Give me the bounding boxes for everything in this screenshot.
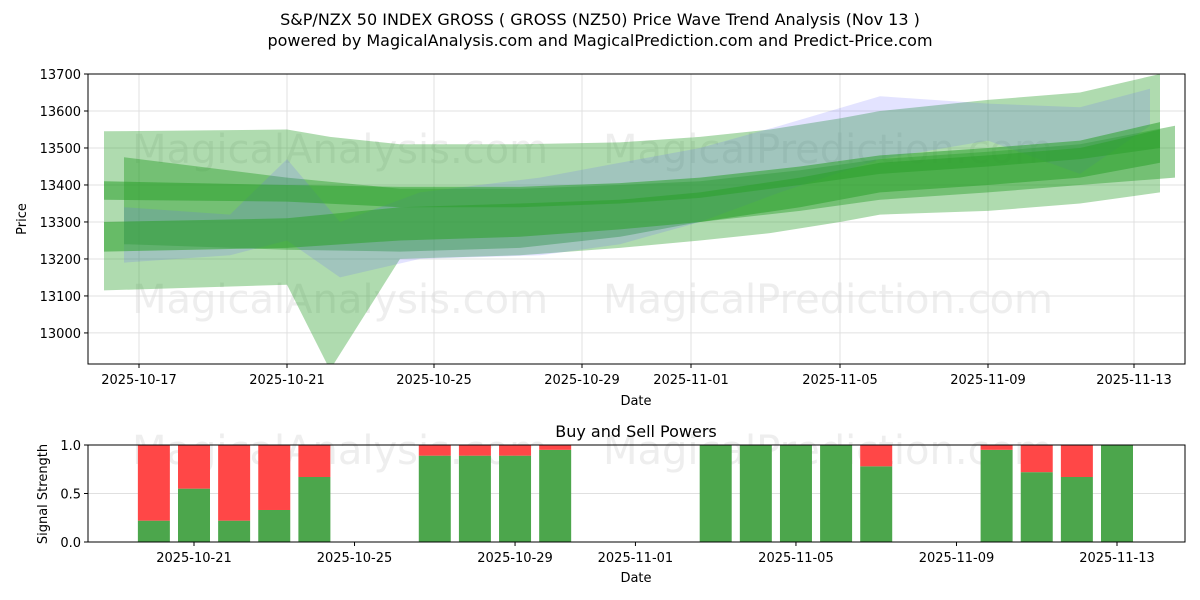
svg-text:0.5: 0.5: [60, 488, 81, 503]
svg-text:2025-10-29: 2025-10-29: [544, 373, 620, 388]
svg-text:2025-10-21: 2025-10-21: [156, 551, 232, 566]
buy-bar: [820, 445, 853, 542]
svg-text:2025-10-17: 2025-10-17: [101, 373, 177, 388]
chart-subtitle: powered by MagicalAnalysis.com and Magic…: [267, 31, 933, 50]
signal-bar: [539, 445, 572, 542]
svg-text:MagicalAnalysis.com: MagicalAnalysis.com: [132, 127, 548, 173]
sell-bar: [178, 445, 210, 489]
signal-bar: [137, 445, 170, 542]
buy-bar: [499, 455, 532, 542]
sell-bar: [218, 445, 251, 521]
watermark: MagicalAnalysis.com MagicalPrediction.com…: [132, 127, 1053, 323]
signal-bar: [820, 445, 853, 542]
buy-bar: [137, 520, 170, 542]
svg-text:13000: 13000: [40, 327, 81, 342]
svg-text:2025-11-13: 2025-11-13: [1079, 551, 1155, 566]
buy-bar: [1020, 472, 1053, 542]
svg-text:2025-10-21: 2025-10-21: [249, 373, 325, 388]
buy-bar: [980, 449, 1013, 542]
chart-title: S&P/NZX 50 INDEX GROSS ( GROSS (NZ50) Pr…: [280, 10, 920, 29]
signal-bar: [699, 445, 732, 542]
svg-text:2025-10-25: 2025-10-25: [396, 373, 472, 388]
signal-bars: [137, 445, 1133, 542]
buy-bar: [298, 477, 331, 542]
sell-bar: [298, 445, 331, 478]
svg-text:0.0: 0.0: [60, 536, 81, 551]
sell-bar: [539, 445, 572, 450]
signal-bar: [1101, 445, 1133, 542]
sell-bar: [1020, 445, 1053, 473]
svg-text:MagicalAnalysis.com: MagicalAnalysis.com: [132, 277, 548, 323]
svg-text:MagicalPrediction.com: MagicalPrediction.com: [603, 277, 1053, 323]
sell-bar: [499, 445, 532, 456]
buy-bar: [258, 509, 291, 542]
svg-text:13300: 13300: [40, 216, 81, 231]
signal-x-label: Date: [620, 571, 651, 586]
wave-bands: [104, 74, 1175, 364]
svg-text:2025-11-05: 2025-11-05: [802, 373, 878, 388]
svg-text:13500: 13500: [40, 142, 81, 157]
svg-text:2025-11-01: 2025-11-01: [598, 551, 674, 566]
svg-text:2025-11-13: 2025-11-13: [1096, 373, 1172, 388]
price-x-axis: 2025-10-17 2025-10-21 2025-10-25 2025-10-29…: [101, 364, 1172, 409]
svg-text:13400: 13400: [40, 179, 81, 194]
buy-bar: [739, 445, 772, 542]
signal-bar: [218, 445, 251, 542]
svg-text:2025-11-05: 2025-11-05: [758, 551, 834, 566]
signal-bar: [980, 445, 1013, 542]
svg-text:1.0: 1.0: [60, 439, 81, 454]
sell-bar: [418, 445, 451, 456]
svg-text:2025-10-25: 2025-10-25: [317, 551, 393, 566]
sell-bar: [137, 445, 170, 521]
svg-text:13100: 13100: [40, 290, 81, 305]
buy-bar: [458, 455, 491, 542]
signal-y-label: Signal Strength: [36, 444, 51, 544]
signal-bar: [418, 445, 451, 542]
buy-bar: [699, 445, 732, 542]
signal-bar: [779, 445, 812, 542]
price-axes-frame: [87, 73, 1186, 365]
signal-bar: [739, 445, 772, 542]
sell-bar: [860, 445, 893, 467]
price-y-axis: 13000 13100 13200 13300 13400 13500 13600 13700…: [15, 68, 88, 342]
signal-bar: [458, 445, 491, 542]
buy-bar: [1101, 445, 1133, 542]
svg-text:13700: 13700: [40, 68, 81, 83]
signal-bar: [499, 445, 532, 542]
signal-bar: [1060, 445, 1093, 542]
buy-bar: [1060, 477, 1093, 542]
buy-sell-chart: MagicalAnalysis.comMagicalPrediction.com…: [36, 422, 1186, 586]
signal-chart-title: Buy and Sell Powers: [555, 422, 717, 441]
svg-text:2025-10-29: 2025-10-29: [477, 551, 553, 566]
svg-text:2025-11-01: 2025-11-01: [653, 373, 729, 388]
signal-bar: [1020, 445, 1053, 542]
sell-bar: [258, 445, 291, 510]
sell-bar: [458, 445, 491, 456]
signal-bar: [178, 445, 210, 542]
sell-bar: [1060, 445, 1093, 478]
svg-text:2025-11-09: 2025-11-09: [919, 551, 995, 566]
buy-bar: [418, 455, 451, 542]
buy-bar: [779, 445, 812, 542]
svg-text:13600: 13600: [40, 105, 81, 120]
buy-bar: [218, 520, 251, 542]
buy-bar: [539, 449, 572, 542]
signal-bar: [258, 445, 291, 542]
price-x-label: Date: [620, 394, 651, 409]
signal-bar: [860, 445, 893, 542]
price-y-label: Price: [15, 203, 30, 235]
buy-bar: [860, 466, 893, 542]
signal-bar: [298, 445, 331, 542]
svg-text:2025-11-09: 2025-11-09: [950, 373, 1026, 388]
svg-text:13200: 13200: [40, 253, 81, 268]
sell-bar: [980, 445, 1013, 450]
buy-bar: [178, 488, 210, 542]
wave-band: [104, 129, 1160, 252]
price-chart: MagicalAnalysis.com MagicalPrediction.com…: [15, 68, 1186, 409]
